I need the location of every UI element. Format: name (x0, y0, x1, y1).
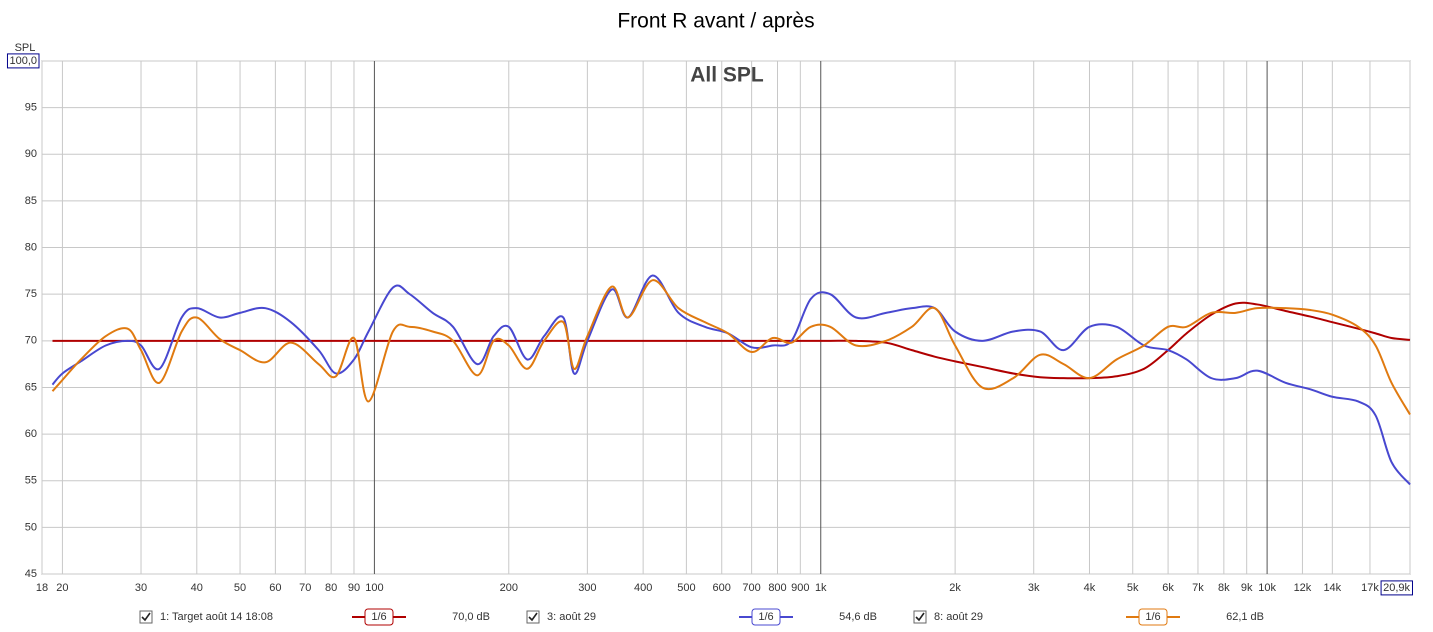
x-tick-label: 90 (348, 582, 360, 594)
x-tick-label: 800 (768, 582, 786, 594)
legend-label: 3: août 29 (547, 611, 596, 623)
x-tick-label: 20 (56, 582, 68, 594)
y-tick-label: 45 (25, 568, 37, 580)
y-tick-label: 85 (25, 195, 37, 207)
y-tick-label: 90 (25, 148, 37, 160)
x-tick-label: 70 (299, 582, 311, 594)
x-tick-label: 14k (1323, 582, 1341, 594)
legend-checkbox (139, 610, 153, 624)
x-tick-label: 10k (1258, 582, 1276, 594)
legend-checkbox (526, 610, 540, 624)
legend-check (141, 612, 151, 622)
x-tick-label: 300 (578, 582, 596, 594)
x-tick-label: 20,9k (1383, 582, 1410, 594)
x-limit-box (1380, 580, 1413, 596)
y-axis-label: SPL (15, 42, 36, 54)
y-tick-label: 50 (25, 521, 37, 533)
x-tick-label: 30 (135, 582, 147, 594)
legend: 1: Target août 14 18:08 1/6 70,0 dB 3: août… (139, 608, 1264, 626)
y-tick-label: 95 (25, 102, 37, 114)
plot-frame (41, 60, 1411, 575)
y-tick-label: 55 (25, 475, 37, 487)
x-tick-label: 3k (1028, 582, 1040, 594)
legend-readout: 54,6 dB (839, 611, 877, 623)
x-tick-label: 400 (634, 582, 652, 594)
chart-title: Front R avant / après (617, 10, 814, 33)
x-tick-label: 200 (500, 582, 518, 594)
y-tick-label: 65 (25, 381, 37, 393)
y-limit-box (6, 53, 40, 69)
legend-readout: 62,1 dB (1226, 611, 1264, 623)
x-tick-label: 50 (234, 582, 246, 594)
y-tick-label: 100,0 (9, 55, 37, 67)
x-tick-label: 4k (1084, 582, 1096, 594)
legend-smoothing: 1/6 (1145, 611, 1160, 623)
x-tick-label: 900 (791, 582, 809, 594)
axes: 45 50 55 60 65 70 75 80 85 90 95 100,0 18 20 30 40 50 60 7… (6, 53, 1413, 596)
legend-label: 8: août 29 (934, 611, 983, 623)
legend-check (528, 612, 538, 622)
legend-smoothing-box (364, 608, 394, 626)
legend-label: 1: Target août 14 18:08 (160, 611, 273, 623)
series-line (51, 279, 1411, 416)
legend-check (915, 612, 925, 622)
legend-smoothing-box (751, 608, 781, 626)
legend-smoothing: 1/6 (758, 611, 773, 623)
y-tick-label: 70 (25, 335, 37, 347)
x-tick-label: 18 (36, 582, 48, 594)
x-tick-label: 7k (1192, 582, 1204, 594)
y-tick-label: 80 (25, 241, 37, 253)
x-tick-label: 6k (1162, 582, 1174, 594)
x-tick-label: 600 (713, 582, 731, 594)
x-tick-label: 17k (1361, 582, 1379, 594)
legend-readout: 70,0 dB (452, 611, 490, 623)
x-tick-label: 500 (677, 582, 695, 594)
lines (51, 274, 1411, 486)
legend-checkbox (913, 610, 927, 624)
series-line (52, 301, 1411, 380)
x-tick-label: 2k (949, 582, 961, 594)
x-tick-label: 40 (191, 582, 203, 594)
x-tick-label: 700 (742, 582, 760, 594)
y-tick-label: 75 (25, 288, 37, 300)
legend-smoothing-box (1138, 608, 1168, 626)
x-tick-label: 5k (1127, 582, 1139, 594)
x-tick-label: 80 (325, 582, 337, 594)
legend-smoothing: 1/6 (371, 611, 386, 623)
x-tick-label: 9k (1241, 582, 1253, 594)
x-tick-label: 12k (1294, 582, 1312, 594)
chart-subtitle: All SPL (690, 64, 764, 87)
x-tick-label: 100 (365, 582, 383, 594)
x-tick-label: 8k (1218, 582, 1230, 594)
x-tick-label: 60 (269, 582, 281, 594)
y-tick-label: 60 (25, 428, 37, 440)
x-tick-label: 1k (815, 582, 827, 594)
